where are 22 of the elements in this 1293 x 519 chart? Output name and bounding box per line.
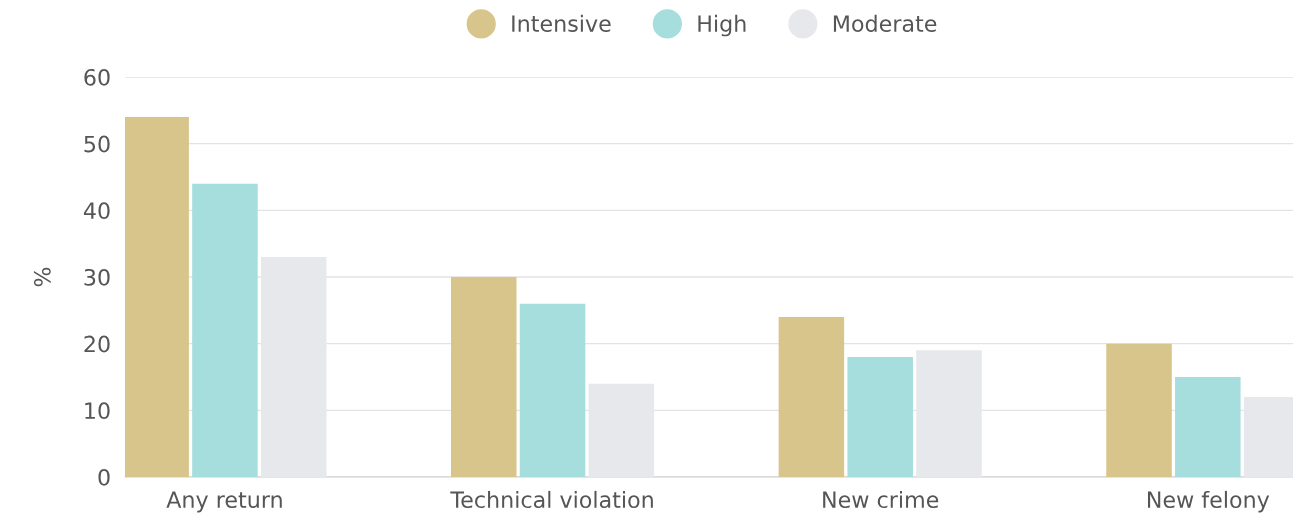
x-tick-label: Technical violation <box>450 490 653 509</box>
bar <box>450 277 517 477</box>
legend-label: Moderate <box>833 14 937 33</box>
bar <box>519 303 586 477</box>
y-axis-title: % <box>33 267 51 287</box>
y-tick-label: 0 <box>98 468 110 486</box>
y-tick-label: 40 <box>83 202 110 220</box>
legend-label: High <box>698 14 746 37</box>
y-tick-label: 60 <box>84 68 110 86</box>
x-tick-label: Any return <box>166 491 282 513</box>
bar <box>847 357 913 477</box>
y-tick-label: 10 <box>85 402 110 420</box>
y-tick-label: 50 <box>84 135 110 153</box>
bar <box>1175 377 1241 477</box>
y-tick-label: 30 <box>84 268 110 286</box>
x-tick-label: New crime <box>823 490 939 509</box>
bar <box>778 317 845 477</box>
x-tick-label: New felony <box>1147 490 1270 513</box>
bar <box>1106 343 1172 477</box>
y-tick-label: 20 <box>84 335 110 353</box>
bar <box>192 183 258 477</box>
legend-label: Intensive <box>512 14 611 33</box>
